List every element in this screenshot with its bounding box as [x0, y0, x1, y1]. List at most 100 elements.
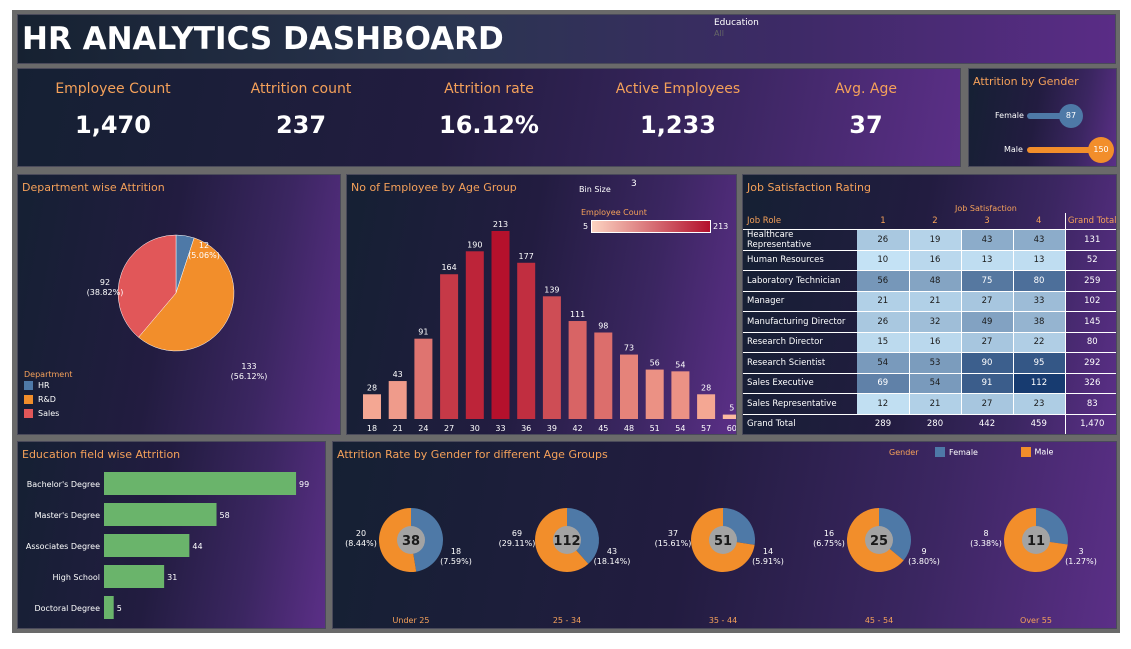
- satisfaction-cell[interactable]: 21: [857, 291, 909, 312]
- age-bar[interactable]: [414, 339, 432, 419]
- satisfaction-cell[interactable]: 16: [909, 250, 961, 271]
- donut-total: 11: [1027, 534, 1045, 549]
- satisfaction-cell[interactable]: 48: [909, 271, 961, 292]
- satisfaction-cell[interactable]: 16: [909, 332, 961, 353]
- dashboard-frame: HR ANALYTICS DASHBOARD Education All Emp…: [12, 10, 1120, 633]
- satisfaction-cell[interactable]: 75: [961, 271, 1013, 292]
- female-bubble[interactable]: 87: [1059, 104, 1083, 128]
- donut-age-label: Under 25: [393, 616, 430, 625]
- education-bar[interactable]: [104, 503, 217, 526]
- satisfaction-cell[interactable]: 12: [857, 394, 909, 415]
- age-bar[interactable]: [569, 321, 587, 419]
- donut-total: 112: [553, 534, 580, 549]
- donut-male-pct: (29.11%): [499, 539, 536, 548]
- age-bar[interactable]: [492, 231, 510, 419]
- satisfaction-cell[interactable]: 49: [961, 312, 1013, 333]
- kpi-label: Attrition rate: [394, 81, 584, 97]
- legend-item-hr[interactable]: HR: [24, 381, 72, 395]
- age-bar[interactable]: [517, 263, 535, 419]
- satisfaction-cell[interactable]: 19: [909, 229, 961, 250]
- age-bar[interactable]: [671, 371, 689, 419]
- satisfaction-cell[interactable]: 27: [961, 332, 1013, 353]
- satisfaction-cell[interactable]: 54: [909, 373, 961, 394]
- table-row: Manufacturing Director 26 32 49 38 145: [743, 312, 1117, 333]
- satisfaction-cell[interactable]: 43: [1013, 229, 1065, 250]
- legend-item-rd[interactable]: R&D: [24, 395, 72, 409]
- donut-male-count: 69: [512, 529, 522, 538]
- grand-total-cell: 442: [961, 414, 1013, 435]
- pie-label-rd-count: 133: [241, 362, 256, 371]
- age-bar[interactable]: [594, 333, 612, 419]
- donut-male-pct: (3.38%): [970, 539, 1002, 548]
- age-bar[interactable]: [697, 394, 715, 419]
- satisfaction-cell[interactable]: 43: [961, 229, 1013, 250]
- satisfaction-cell[interactable]: 10: [857, 250, 909, 271]
- education-filter-value[interactable]: All: [714, 29, 759, 38]
- age-tick-label: 39: [547, 424, 557, 433]
- donut-total: 51: [714, 534, 732, 549]
- satisfaction-cell[interactable]: 26: [857, 229, 909, 250]
- pie-label-sales-count: 92: [100, 278, 110, 287]
- satisfaction-cell[interactable]: 91: [961, 373, 1013, 394]
- age-bar[interactable]: [543, 296, 561, 419]
- age-bar[interactable]: [620, 355, 638, 419]
- satisfaction-cell[interactable]: 95: [1013, 353, 1065, 374]
- education-filter[interactable]: Education All: [714, 18, 759, 38]
- donut-male-count: 20: [356, 529, 366, 538]
- satisfaction-cell[interactable]: 38: [1013, 312, 1065, 333]
- male-bar[interactable]: [1027, 147, 1097, 153]
- education-bar[interactable]: [104, 534, 189, 557]
- satisfaction-cell[interactable]: 27: [961, 394, 1013, 415]
- satisfaction-cell[interactable]: 22: [1013, 332, 1065, 353]
- age-tick-label: 60: [727, 424, 737, 433]
- kpi-value: 1,470: [18, 111, 208, 139]
- age-bar[interactable]: [646, 370, 664, 419]
- education-bar[interactable]: [104, 472, 296, 495]
- job-role-label: Research Director: [743, 332, 857, 353]
- age-gender-panel: Attrition Rate by Gender for different A…: [332, 441, 1117, 629]
- age-bar-value: 213: [493, 220, 508, 229]
- satisfaction-cell[interactable]: 69: [857, 373, 909, 394]
- job-role-label: Sales Representative: [743, 394, 857, 415]
- age-tick-label: 54: [675, 424, 685, 433]
- age-bar-value: 43: [393, 370, 403, 379]
- age-bar[interactable]: [723, 415, 737, 419]
- satisfaction-cell[interactable]: 15: [857, 332, 909, 353]
- job-role-label: Research Scientist: [743, 353, 857, 374]
- satisfaction-cell[interactable]: 32: [909, 312, 961, 333]
- satisfaction-cell[interactable]: 80: [1013, 271, 1065, 292]
- satisfaction-cell[interactable]: 53: [909, 353, 961, 374]
- satisfaction-cell[interactable]: 33: [1013, 291, 1065, 312]
- satisfaction-cell[interactable]: 90: [961, 353, 1013, 374]
- age-bar[interactable]: [363, 394, 381, 419]
- education-bar-value: 99: [299, 480, 309, 489]
- male-value: 150: [1093, 145, 1108, 154]
- satisfaction-cell[interactable]: 13: [961, 250, 1013, 271]
- satisfaction-cell[interactable]: 27: [961, 291, 1013, 312]
- satisfaction-cell[interactable]: 13: [1013, 250, 1065, 271]
- age-tick-label: 36: [521, 424, 531, 433]
- kpi-value: 16.12%: [394, 111, 584, 139]
- col-header-2: 2: [909, 213, 961, 229]
- satisfaction-cell[interactable]: 21: [909, 291, 961, 312]
- legend-swatch: [24, 409, 33, 418]
- satisfaction-cell[interactable]: 54: [857, 353, 909, 374]
- table-row: Healthcare Representative 26 19 43 43 131: [743, 229, 1117, 250]
- education-bar[interactable]: [104, 596, 114, 619]
- legend-item-sales[interactable]: Sales: [24, 409, 72, 423]
- donut-age-label: 25 - 34: [553, 616, 581, 625]
- satisfaction-cell[interactable]: 23: [1013, 394, 1065, 415]
- education-bar[interactable]: [104, 565, 164, 588]
- table-row: Research Director 15 16 27 22 80: [743, 332, 1117, 353]
- age-bar[interactable]: [466, 251, 484, 419]
- age-bar[interactable]: [389, 381, 407, 419]
- male-bubble[interactable]: 150: [1088, 137, 1114, 163]
- table-row: Sales Executive 69 54 91 112 326: [743, 373, 1117, 394]
- satisfaction-cell[interactable]: 56: [857, 271, 909, 292]
- legend-swatch: [24, 395, 33, 404]
- age-bar[interactable]: [440, 274, 458, 419]
- satisfaction-cell[interactable]: 112: [1013, 373, 1065, 394]
- satisfaction-cell[interactable]: 21: [909, 394, 961, 415]
- education-category-label: Master's Degree: [35, 511, 100, 520]
- satisfaction-cell[interactable]: 26: [857, 312, 909, 333]
